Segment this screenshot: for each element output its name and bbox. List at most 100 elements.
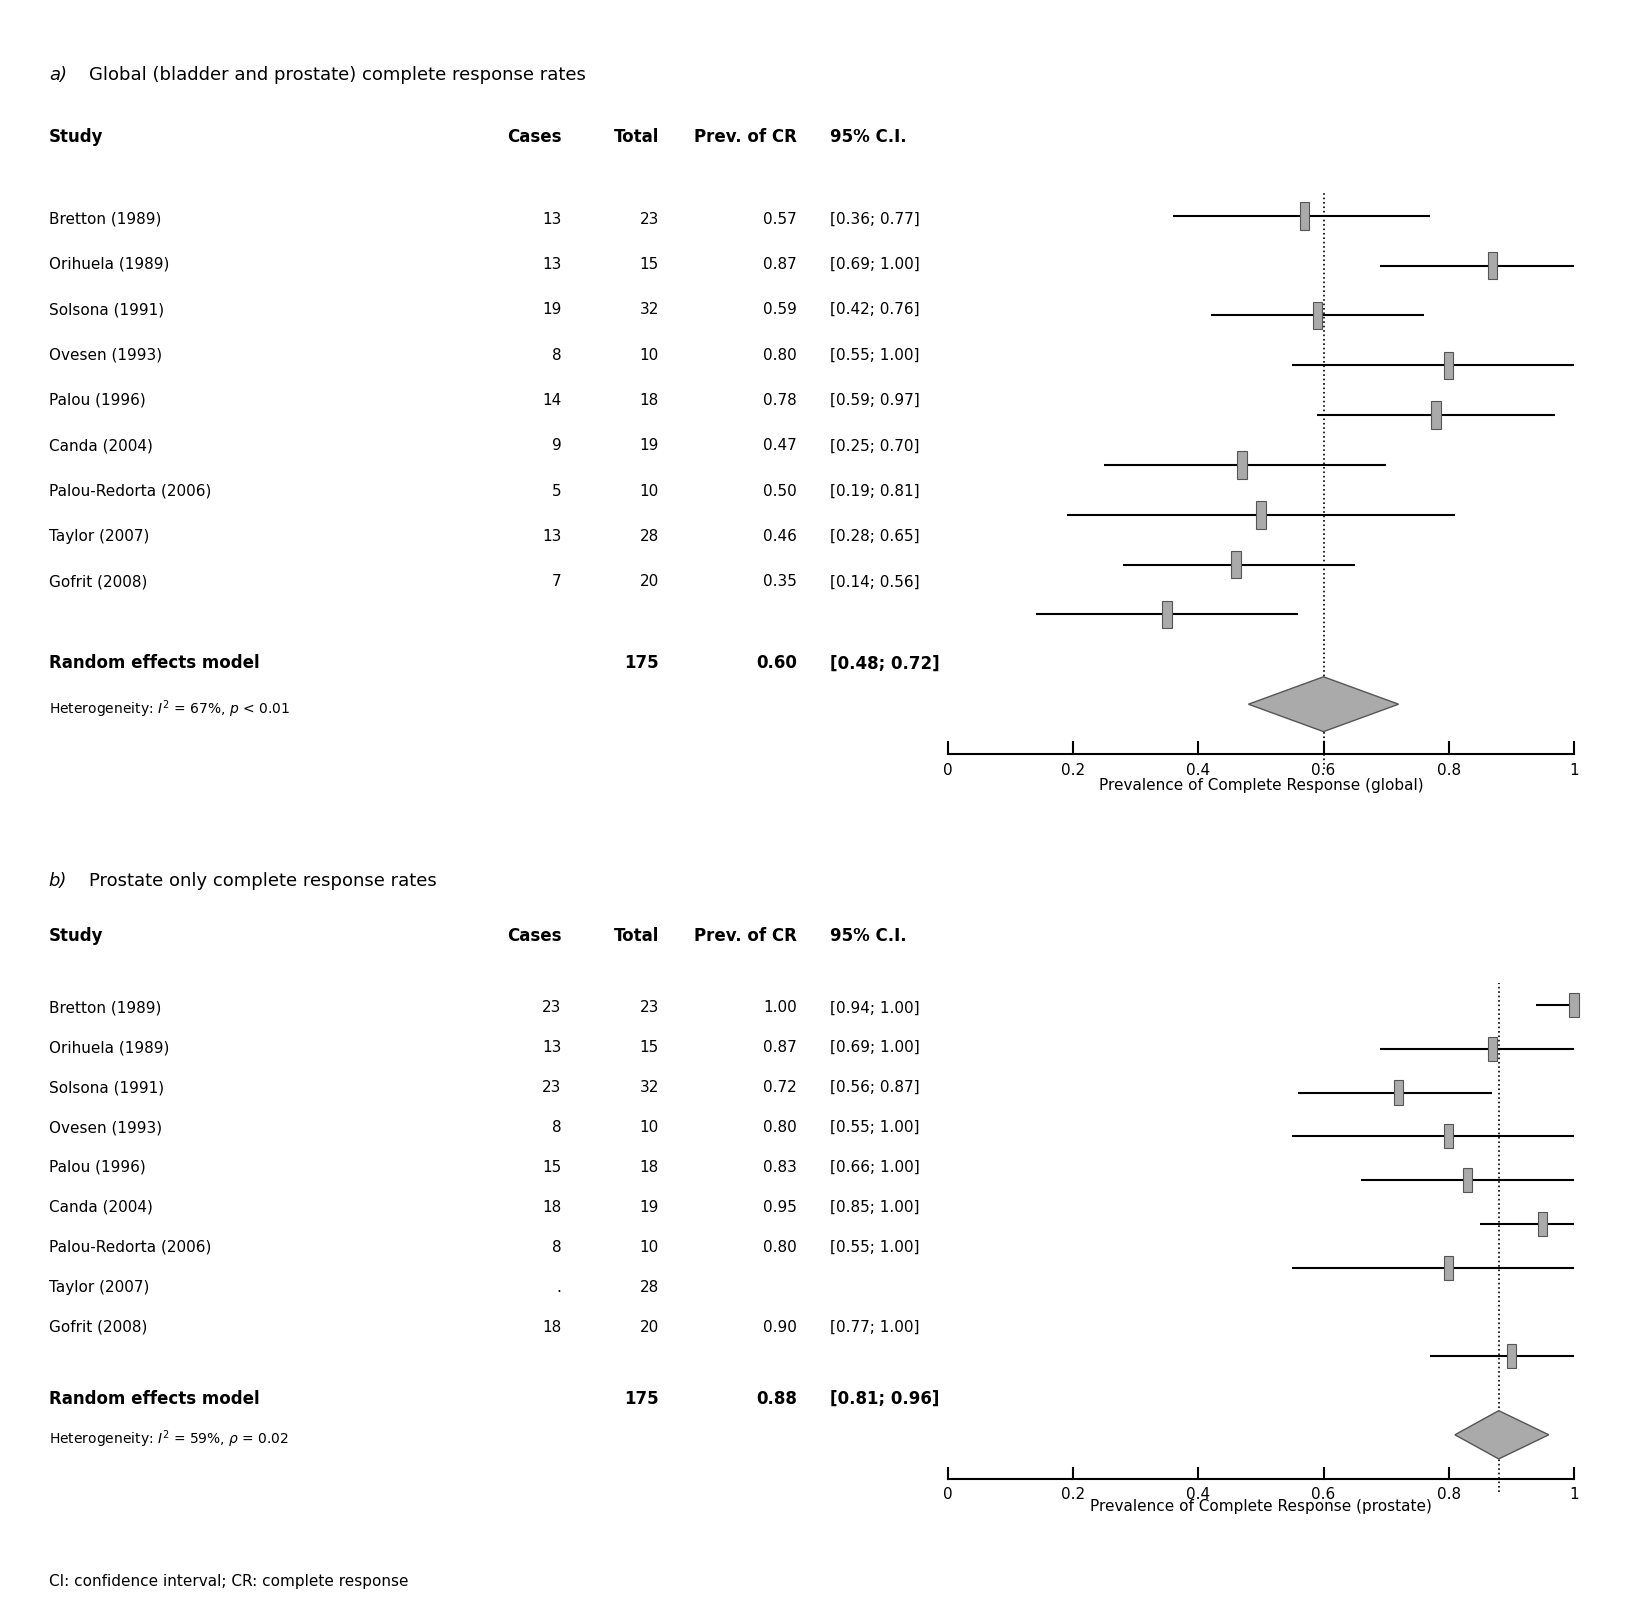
- Text: Taylor (2007): Taylor (2007): [49, 529, 150, 543]
- Bar: [1394, 1082, 1402, 1106]
- Polygon shape: [1455, 1411, 1549, 1459]
- Polygon shape: [1248, 678, 1399, 733]
- Text: 0.90: 0.90: [763, 1319, 797, 1334]
- Text: 0.72: 0.72: [763, 1080, 797, 1094]
- Text: [0.69; 1.00]: [0.69; 1.00]: [830, 1040, 919, 1054]
- Text: 20: 20: [639, 574, 659, 588]
- Bar: [1313, 302, 1323, 329]
- Text: Cases: Cases: [508, 926, 561, 945]
- Text: [0.59; 0.97]: [0.59; 0.97]: [830, 392, 919, 408]
- Text: 175: 175: [625, 654, 659, 672]
- Bar: [1507, 1343, 1516, 1368]
- Text: 0.6: 0.6: [1311, 763, 1336, 778]
- Text: 0.87: 0.87: [763, 1040, 797, 1054]
- Text: Solsona (1991): Solsona (1991): [49, 1080, 164, 1094]
- Text: [0.66; 1.00]: [0.66; 1.00]: [830, 1159, 919, 1175]
- Text: 0: 0: [944, 1486, 953, 1501]
- Text: 10: 10: [639, 484, 659, 498]
- Text: 8: 8: [552, 1120, 561, 1135]
- Text: 0.46: 0.46: [763, 529, 797, 543]
- Text: 0.4: 0.4: [1186, 1486, 1210, 1501]
- Text: Palou (1996): Palou (1996): [49, 392, 145, 408]
- Text: 23: 23: [542, 1080, 561, 1094]
- Text: Ovesen (1993): Ovesen (1993): [49, 1120, 163, 1135]
- Text: 0.88: 0.88: [757, 1388, 797, 1408]
- Text: 0.83: 0.83: [763, 1159, 797, 1175]
- Bar: [1300, 202, 1310, 230]
- Text: 32: 32: [639, 302, 659, 317]
- Bar: [1445, 352, 1453, 379]
- Text: 95% C.I.: 95% C.I.: [830, 926, 906, 945]
- Text: Global (bladder and prostate) complete response rates: Global (bladder and prostate) complete r…: [89, 66, 586, 84]
- Text: CI: confidence interval; CR: complete response: CI: confidence interval; CR: complete re…: [49, 1573, 408, 1588]
- Bar: [1487, 252, 1497, 280]
- Text: [0.81; 0.96]: [0.81; 0.96]: [830, 1388, 939, 1408]
- Text: 0.8: 0.8: [1437, 1486, 1461, 1501]
- Text: Random effects model: Random effects model: [49, 654, 259, 672]
- Text: [0.36; 0.77]: [0.36; 0.77]: [830, 212, 919, 227]
- Text: Ovesen (1993): Ovesen (1993): [49, 347, 163, 363]
- Text: 0.60: 0.60: [757, 654, 797, 672]
- Text: 0.35: 0.35: [763, 574, 797, 588]
- Text: 95% C.I.: 95% C.I.: [830, 129, 906, 146]
- Text: 18: 18: [542, 1199, 561, 1215]
- Text: 10: 10: [639, 1239, 659, 1253]
- Text: Total: Total: [613, 129, 659, 146]
- Text: [0.28; 0.65]: [0.28; 0.65]: [830, 529, 919, 543]
- Text: 0.80: 0.80: [763, 347, 797, 363]
- Bar: [1445, 1125, 1453, 1149]
- Text: 7: 7: [552, 574, 561, 588]
- Text: 18: 18: [542, 1319, 561, 1334]
- Bar: [1463, 1168, 1472, 1192]
- Text: 9: 9: [552, 439, 561, 453]
- Bar: [1238, 452, 1246, 479]
- Text: 19: 19: [639, 1199, 659, 1215]
- Text: 0.50: 0.50: [763, 484, 797, 498]
- Text: 0: 0: [944, 763, 953, 778]
- Text: Palou-Redorta (2006): Palou-Redorta (2006): [49, 1239, 212, 1253]
- Text: Palou (1996): Palou (1996): [49, 1159, 145, 1175]
- Text: [0.42; 0.76]: [0.42; 0.76]: [830, 302, 919, 317]
- Text: 19: 19: [639, 439, 659, 453]
- Text: 32: 32: [639, 1080, 659, 1094]
- Text: 8: 8: [552, 347, 561, 363]
- Text: [0.56; 0.87]: [0.56; 0.87]: [830, 1080, 919, 1094]
- Text: 14: 14: [542, 392, 561, 408]
- Text: Taylor (2007): Taylor (2007): [49, 1279, 150, 1294]
- Text: Canda (2004): Canda (2004): [49, 439, 153, 453]
- Text: Random effects model: Random effects model: [49, 1388, 259, 1408]
- Text: Heterogeneity: $I^2$ = 67%, $p$ < 0.01: Heterogeneity: $I^2$ = 67%, $p$ < 0.01: [49, 697, 290, 720]
- Text: 18: 18: [639, 392, 659, 408]
- Text: 175: 175: [625, 1388, 659, 1408]
- Bar: [1568, 993, 1578, 1017]
- Text: 15: 15: [639, 1040, 659, 1054]
- Text: 0.80: 0.80: [763, 1239, 797, 1253]
- Text: 13: 13: [542, 1040, 561, 1054]
- Text: Solsona (1991): Solsona (1991): [49, 302, 164, 317]
- Text: 18: 18: [639, 1159, 659, 1175]
- Text: 28: 28: [639, 529, 659, 543]
- Text: [0.14; 0.56]: [0.14; 0.56]: [830, 574, 919, 588]
- Text: Study: Study: [49, 129, 103, 146]
- Text: 0.87: 0.87: [763, 257, 797, 272]
- Text: Prev. of CR: Prev. of CR: [695, 926, 797, 945]
- Text: 1.00: 1.00: [763, 1000, 797, 1014]
- Text: Cases: Cases: [508, 129, 561, 146]
- Text: 23: 23: [639, 212, 659, 227]
- Text: 0.47: 0.47: [763, 439, 797, 453]
- Text: Prev. of CR: Prev. of CR: [695, 129, 797, 146]
- Text: [0.85; 1.00]: [0.85; 1.00]: [830, 1199, 919, 1215]
- Text: [0.55; 1.00]: [0.55; 1.00]: [830, 1239, 919, 1253]
- Text: .: .: [556, 1279, 561, 1294]
- Bar: [1538, 1212, 1547, 1236]
- Text: 0.4: 0.4: [1186, 763, 1210, 778]
- Text: [0.77; 1.00]: [0.77; 1.00]: [830, 1319, 919, 1334]
- Text: [0.55; 1.00]: [0.55; 1.00]: [830, 1120, 919, 1135]
- Text: 0.6: 0.6: [1311, 1486, 1336, 1501]
- Text: Heterogeneity: $I^2$ = 59%, $\rho$ = 0.02: Heterogeneity: $I^2$ = 59%, $\rho$ = 0.0…: [49, 1427, 290, 1450]
- Text: 0.80: 0.80: [763, 1120, 797, 1135]
- Text: Palou-Redorta (2006): Palou-Redorta (2006): [49, 484, 212, 498]
- Bar: [1432, 402, 1442, 429]
- Text: Gofrit (2008): Gofrit (2008): [49, 574, 146, 588]
- Text: 0.95: 0.95: [763, 1199, 797, 1215]
